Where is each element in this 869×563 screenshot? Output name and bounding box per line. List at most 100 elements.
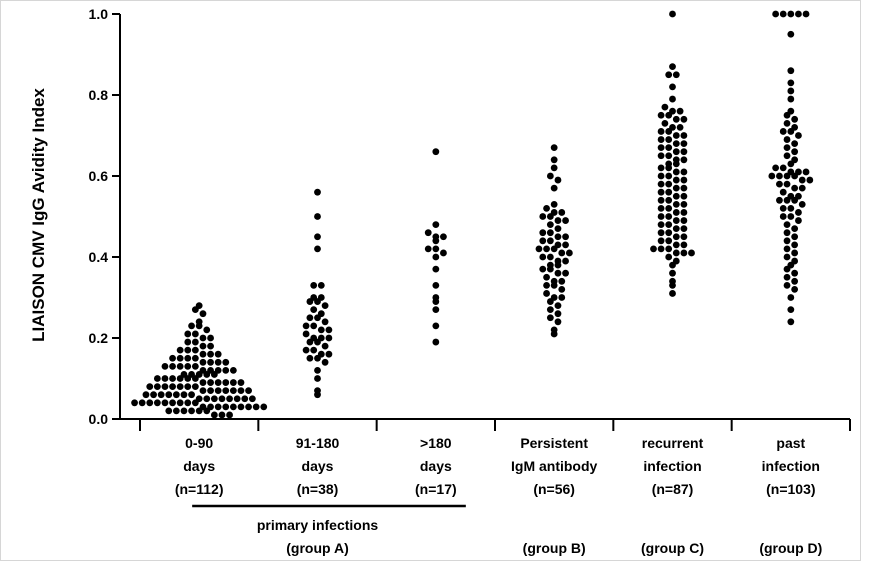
data-point bbox=[665, 172, 673, 180]
data-point bbox=[233, 395, 241, 403]
data-point bbox=[546, 253, 554, 261]
data-point bbox=[199, 379, 207, 386]
data-point bbox=[669, 83, 676, 91]
data-point bbox=[772, 164, 780, 172]
data-point bbox=[665, 164, 673, 172]
data-point bbox=[218, 395, 226, 403]
data-point bbox=[184, 338, 192, 346]
data-point bbox=[657, 213, 665, 220]
data-point bbox=[546, 229, 554, 237]
data-point bbox=[795, 132, 802, 139]
data-point bbox=[302, 330, 310, 338]
data-point bbox=[791, 277, 799, 285]
data-point bbox=[562, 233, 569, 241]
category-label: IgM antibody bbox=[511, 458, 598, 474]
data-point bbox=[669, 281, 676, 289]
data-point bbox=[314, 298, 321, 305]
data-point bbox=[672, 192, 680, 200]
data-point bbox=[321, 342, 329, 350]
data-point bbox=[169, 354, 176, 362]
category-label: recurrent bbox=[642, 435, 704, 451]
data-point bbox=[672, 209, 680, 216]
data-point bbox=[791, 172, 799, 180]
data-point bbox=[157, 391, 165, 399]
data-point bbox=[776, 172, 783, 180]
data-point bbox=[791, 233, 799, 241]
data-point bbox=[314, 391, 321, 399]
data-point bbox=[787, 306, 795, 314]
data-point bbox=[314, 233, 321, 241]
data-point bbox=[214, 350, 222, 358]
data-point bbox=[562, 257, 569, 265]
data-point bbox=[550, 245, 558, 253]
data-point bbox=[218, 411, 226, 419]
data-point bbox=[226, 411, 233, 419]
data-point bbox=[672, 241, 680, 249]
category-labels: 0-90 days (n=112) 91-180 days (n=38) >180 days (… bbox=[175, 435, 820, 497]
data-point bbox=[188, 322, 195, 330]
data-point bbox=[791, 196, 799, 204]
data-point bbox=[191, 346, 199, 354]
data-point bbox=[562, 269, 569, 277]
data-point bbox=[432, 253, 440, 261]
data-point bbox=[657, 245, 665, 253]
data-point bbox=[241, 395, 249, 403]
data-point bbox=[169, 375, 176, 382]
data-point bbox=[207, 379, 214, 386]
data-point bbox=[184, 399, 192, 407]
data-point bbox=[314, 213, 321, 220]
group-label: (group B) bbox=[523, 540, 586, 556]
data-point bbox=[210, 371, 218, 378]
data-point bbox=[672, 115, 680, 123]
data-point bbox=[554, 233, 562, 241]
data-point bbox=[539, 265, 547, 273]
data-point bbox=[806, 176, 814, 184]
data-point bbox=[214, 379, 222, 386]
data-point bbox=[665, 221, 673, 229]
data-point bbox=[554, 318, 562, 326]
data-point bbox=[176, 346, 184, 354]
data-point bbox=[672, 168, 680, 176]
data-point bbox=[310, 281, 318, 289]
data-point bbox=[665, 196, 673, 204]
data-point bbox=[161, 362, 169, 370]
data-point bbox=[787, 294, 795, 301]
data-point bbox=[214, 358, 222, 366]
category-label: infection bbox=[643, 458, 701, 474]
y-tick-label: 0.8 bbox=[89, 87, 109, 103]
data-point bbox=[314, 375, 321, 382]
data-point bbox=[657, 152, 665, 160]
data-point bbox=[558, 294, 566, 301]
data-point bbox=[184, 346, 192, 354]
category-label: 91-180 bbox=[296, 435, 340, 451]
data-point bbox=[672, 148, 680, 156]
data-point bbox=[214, 387, 222, 395]
data-point bbox=[791, 184, 799, 192]
data-point bbox=[176, 375, 184, 382]
data-point bbox=[672, 184, 680, 192]
data-point bbox=[783, 144, 791, 152]
data-point bbox=[680, 225, 688, 233]
data-point bbox=[768, 172, 776, 180]
data-point bbox=[665, 144, 673, 152]
data-point bbox=[787, 95, 795, 103]
data-point bbox=[657, 144, 665, 152]
data-point bbox=[672, 233, 680, 241]
data-point bbox=[546, 314, 554, 322]
data-point bbox=[787, 318, 795, 326]
data-point bbox=[252, 403, 260, 411]
data-point bbox=[229, 379, 237, 386]
data-point bbox=[161, 375, 169, 382]
data-point bbox=[432, 148, 440, 156]
data-point bbox=[169, 383, 176, 390]
data-point bbox=[222, 367, 230, 374]
data-point bbox=[539, 213, 547, 220]
data-point bbox=[306, 298, 314, 305]
data-point bbox=[558, 277, 566, 285]
data-point bbox=[669, 10, 676, 18]
data-point bbox=[558, 249, 566, 257]
data-point bbox=[779, 205, 787, 212]
data-point bbox=[680, 115, 688, 123]
data-point bbox=[314, 354, 321, 362]
data-point bbox=[554, 261, 562, 269]
